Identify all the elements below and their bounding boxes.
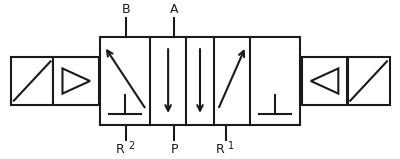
Text: 2: 2 <box>128 142 134 152</box>
Text: 1: 1 <box>228 142 234 152</box>
Bar <box>11 57 52 105</box>
Bar <box>302 57 348 105</box>
Text: P: P <box>170 143 178 156</box>
Polygon shape <box>311 68 338 94</box>
Text: B: B <box>122 3 130 16</box>
Text: R: R <box>216 143 224 156</box>
Text: A: A <box>170 3 178 16</box>
Polygon shape <box>62 68 90 94</box>
Bar <box>100 37 300 125</box>
Bar <box>53 57 99 105</box>
Bar <box>348 57 390 105</box>
Text: R: R <box>116 143 125 156</box>
